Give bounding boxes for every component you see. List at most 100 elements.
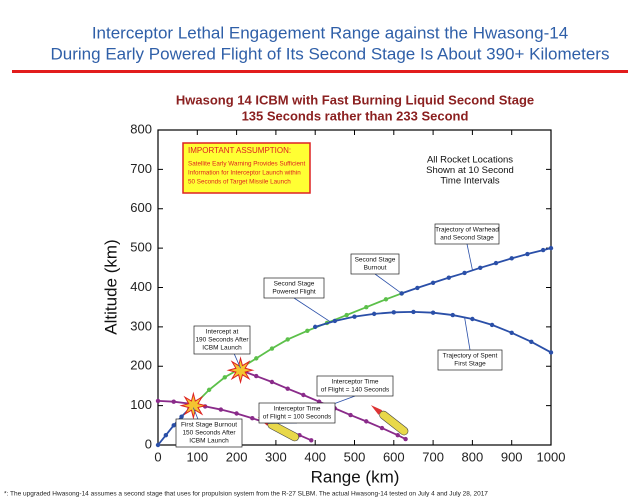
annotation-box bbox=[350, 253, 400, 275]
data-point bbox=[430, 310, 436, 315]
x-tick-label: 100 bbox=[186, 449, 208, 464]
y-tick-label: 100 bbox=[130, 397, 152, 412]
annotation-text: of Flight = 140 Seconds bbox=[321, 387, 390, 394]
explosion bbox=[179, 391, 208, 420]
header-title: Interceptor Lethal Engagement Range agai… bbox=[92, 23, 568, 42]
x-tick-label: 600 bbox=[383, 449, 405, 464]
assumption-heading: IMPORTANT ASSUMPTION: bbox=[188, 146, 291, 155]
data-point bbox=[155, 442, 161, 448]
x-tick-label: 200 bbox=[226, 449, 248, 464]
data-point bbox=[548, 350, 554, 355]
annotation-box bbox=[316, 375, 394, 397]
data-point bbox=[379, 425, 385, 431]
data-point bbox=[383, 297, 389, 302]
leader-line bbox=[464, 316, 471, 351]
annotation-box bbox=[193, 325, 251, 355]
note: All Rocket Locations bbox=[427, 155, 513, 166]
header-rule bbox=[12, 70, 628, 73]
x-tick-label: 0 bbox=[154, 449, 161, 464]
annotation-box bbox=[258, 402, 336, 424]
data-point bbox=[285, 337, 290, 342]
annotation-text: and Second Stage bbox=[440, 235, 494, 242]
data-point bbox=[163, 432, 169, 438]
data-point bbox=[309, 438, 314, 443]
note: Time Intervals bbox=[440, 176, 500, 187]
data-point bbox=[206, 387, 212, 393]
data-point bbox=[250, 416, 255, 421]
annotation-text: First Stage Burnout bbox=[181, 422, 237, 429]
data-point bbox=[364, 419, 369, 424]
x-axis-label: Range (km) bbox=[311, 467, 400, 486]
data-point bbox=[301, 392, 306, 398]
y-tick-label: 300 bbox=[130, 318, 152, 333]
interceptor-missile bbox=[370, 405, 409, 436]
data-point bbox=[352, 314, 357, 319]
assumption-line: Satellite Early Warning Provides Suffici… bbox=[188, 161, 305, 168]
y-tick-label: 600 bbox=[130, 200, 152, 215]
data-point bbox=[403, 436, 408, 442]
data-point bbox=[269, 379, 275, 385]
annotation-box bbox=[175, 418, 243, 448]
annotation-text: Interceptor Time bbox=[332, 379, 379, 386]
missile-flame bbox=[370, 405, 383, 415]
annotation-text: of Flight = 100 Seconds bbox=[263, 414, 332, 421]
data-point bbox=[470, 316, 475, 322]
annotation-text: ICBM Launch bbox=[202, 345, 242, 352]
annotation-text: Second Stage bbox=[355, 257, 396, 264]
header-title: During Early Powered Flight of Its Secon… bbox=[51, 44, 610, 63]
data-point bbox=[234, 411, 239, 416]
data-point bbox=[529, 339, 534, 345]
x-tick-label: 500 bbox=[344, 449, 366, 464]
chart-title: 135 Seconds rather than 233 Second bbox=[242, 108, 469, 123]
data-point bbox=[313, 324, 318, 330]
annotation-text: Intercept at bbox=[206, 329, 239, 336]
annotation-box bbox=[437, 349, 503, 371]
y-tick-label: 200 bbox=[130, 358, 152, 373]
chart-title: Hwasong 14 ICBM with Fast Burning Liquid… bbox=[176, 92, 534, 107]
y-tick-label: 800 bbox=[130, 121, 152, 136]
data-point bbox=[171, 399, 176, 404]
data-point bbox=[395, 432, 400, 438]
x-tick-label: 400 bbox=[304, 449, 326, 464]
data-point bbox=[218, 407, 224, 412]
leader-line bbox=[374, 273, 402, 294]
data-point bbox=[364, 304, 369, 310]
data-point bbox=[430, 280, 436, 285]
data-point bbox=[269, 346, 275, 351]
data-point bbox=[478, 265, 483, 271]
data-point bbox=[155, 398, 161, 404]
data-point bbox=[493, 260, 499, 266]
data-point bbox=[179, 414, 184, 419]
footnote: *: The upgraded Hwasong-14 assumes a sec… bbox=[4, 491, 488, 498]
assumption-line: 50 Seconds of Target Missile Launch bbox=[188, 179, 291, 186]
data-point bbox=[332, 318, 338, 324]
data-point bbox=[489, 322, 495, 328]
leader-line bbox=[466, 243, 473, 270]
assumption-line: Information for Interceptor Launch withi… bbox=[188, 170, 301, 177]
annotation-text: Trajectory of Spent bbox=[443, 353, 498, 360]
data-point bbox=[446, 275, 452, 280]
data-point bbox=[285, 386, 290, 391]
data-point bbox=[391, 310, 396, 315]
data-point bbox=[509, 330, 514, 335]
data-point bbox=[415, 285, 420, 291]
y-tick-label: 400 bbox=[130, 279, 152, 294]
explosion bbox=[226, 356, 255, 385]
y-tick-label: 500 bbox=[130, 240, 152, 255]
annotation-box bbox=[263, 277, 325, 299]
data-point bbox=[254, 373, 259, 379]
annotation-box bbox=[434, 223, 500, 245]
y-tick-label: 700 bbox=[130, 161, 152, 176]
data-point bbox=[450, 312, 455, 318]
y-axis-label: Altitude (km) bbox=[101, 239, 120, 334]
y-tick-label: 0 bbox=[145, 436, 152, 451]
x-tick-label: 700 bbox=[422, 449, 444, 464]
data-point bbox=[222, 375, 228, 380]
note: Shown at 10 Second bbox=[426, 165, 514, 176]
data-point bbox=[305, 328, 310, 334]
data-point bbox=[540, 247, 546, 253]
data-point bbox=[525, 251, 530, 257]
annotation-text: 150 Seconds After bbox=[182, 430, 236, 437]
annotation-text: Powered Flight bbox=[272, 289, 316, 296]
